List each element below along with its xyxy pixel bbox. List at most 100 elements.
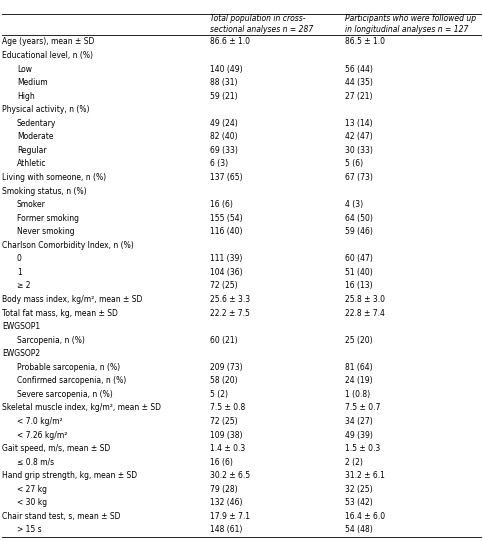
Text: 137 (65): 137 (65) — [210, 173, 243, 182]
Text: Sedentary: Sedentary — [17, 119, 57, 128]
Text: 2 (2): 2 (2) — [345, 458, 363, 467]
Text: Age (years), mean ± SD: Age (years), mean ± SD — [2, 37, 95, 47]
Text: 1.5 ± 0.3: 1.5 ± 0.3 — [345, 444, 381, 453]
Text: 7.5 ± 0.7: 7.5 ± 0.7 — [345, 404, 381, 412]
Text: 30.2 ± 6.5: 30.2 ± 6.5 — [210, 471, 250, 480]
Text: Participants who were followed up
in longitudinal analyses n = 127: Participants who were followed up in lon… — [345, 14, 476, 35]
Text: 56 (44): 56 (44) — [345, 64, 373, 74]
Text: 30 (33): 30 (33) — [345, 146, 373, 155]
Text: 32 (25): 32 (25) — [345, 485, 373, 494]
Text: High: High — [17, 91, 35, 101]
Text: 24 (19): 24 (19) — [345, 377, 373, 385]
Text: 81 (64): 81 (64) — [345, 363, 373, 372]
Text: 64 (50): 64 (50) — [345, 214, 373, 223]
Text: 59 (21): 59 (21) — [210, 91, 238, 101]
Text: Former smoking: Former smoking — [17, 214, 79, 223]
Text: Regular: Regular — [17, 146, 46, 155]
Text: 104 (36): 104 (36) — [210, 268, 243, 277]
Text: 27 (21): 27 (21) — [345, 91, 373, 101]
Text: 1 (0.8): 1 (0.8) — [345, 390, 370, 399]
Text: 69 (33): 69 (33) — [210, 146, 238, 155]
Text: 5 (6): 5 (6) — [345, 160, 364, 168]
Text: 116 (40): 116 (40) — [210, 227, 242, 236]
Text: EWGSOP2: EWGSOP2 — [2, 349, 41, 358]
Text: Medium: Medium — [17, 78, 47, 87]
Text: 60 (21): 60 (21) — [210, 335, 238, 345]
Text: 82 (40): 82 (40) — [210, 133, 238, 141]
Text: Living with someone, n (%): Living with someone, n (%) — [2, 173, 107, 182]
Text: < 27 kg: < 27 kg — [17, 485, 47, 494]
Text: 148 (61): 148 (61) — [210, 525, 242, 535]
Text: 5 (2): 5 (2) — [210, 390, 228, 399]
Text: 17.9 ± 7.1: 17.9 ± 7.1 — [210, 512, 250, 521]
Text: 58 (20): 58 (20) — [210, 377, 238, 385]
Text: 4 (3): 4 (3) — [345, 200, 364, 209]
Text: Total fat mass, kg, mean ± SD: Total fat mass, kg, mean ± SD — [2, 308, 118, 318]
Text: < 30 kg: < 30 kg — [17, 498, 47, 507]
Text: 16 (6): 16 (6) — [210, 200, 233, 209]
Text: 16 (13): 16 (13) — [345, 281, 373, 291]
Text: 49 (24): 49 (24) — [210, 119, 238, 128]
Text: 54 (48): 54 (48) — [345, 525, 373, 535]
Text: Sarcopenia, n (%): Sarcopenia, n (%) — [17, 335, 85, 345]
Text: Confirmed sarcopenia, n (%): Confirmed sarcopenia, n (%) — [17, 377, 126, 385]
Text: EWGSOP1: EWGSOP1 — [2, 322, 41, 331]
Text: < 7.0 kg/m²: < 7.0 kg/m² — [17, 417, 62, 426]
Text: 79 (28): 79 (28) — [210, 485, 238, 494]
Text: 25 (20): 25 (20) — [345, 335, 373, 345]
Text: Smoking status, n (%): Smoking status, n (%) — [2, 187, 87, 195]
Text: 1.4 ± 0.3: 1.4 ± 0.3 — [210, 444, 245, 453]
Text: Hand grip strength, kg, mean ± SD: Hand grip strength, kg, mean ± SD — [2, 471, 138, 480]
Text: 49 (39): 49 (39) — [345, 431, 373, 439]
Text: Charlson Comorbidity Index, n (%): Charlson Comorbidity Index, n (%) — [2, 241, 134, 250]
Text: 67 (73): 67 (73) — [345, 173, 373, 182]
Text: Low: Low — [17, 64, 32, 74]
Text: 31.2 ± 6.1: 31.2 ± 6.1 — [345, 471, 385, 480]
Text: Educational level, n (%): Educational level, n (%) — [2, 51, 93, 60]
Text: 140 (49): 140 (49) — [210, 64, 243, 74]
Text: Moderate: Moderate — [17, 133, 54, 141]
Text: 25.6 ± 3.3: 25.6 ± 3.3 — [210, 295, 250, 304]
Text: 86.6 ± 1.0: 86.6 ± 1.0 — [210, 37, 250, 47]
Text: 132 (46): 132 (46) — [210, 498, 242, 507]
Text: 59 (46): 59 (46) — [345, 227, 373, 236]
Text: 51 (40): 51 (40) — [345, 268, 373, 277]
Text: 6 (3): 6 (3) — [210, 160, 228, 168]
Text: 7.5 ± 0.8: 7.5 ± 0.8 — [210, 404, 245, 412]
Text: ≤ 0.8 m/s: ≤ 0.8 m/s — [17, 458, 54, 467]
Text: Smoker: Smoker — [17, 200, 46, 209]
Text: Chair stand test, s, mean ± SD: Chair stand test, s, mean ± SD — [2, 512, 121, 521]
Text: 34 (27): 34 (27) — [345, 417, 373, 426]
Text: Total population in cross-
sectional analyses n = 287: Total population in cross- sectional ana… — [210, 14, 313, 35]
Text: 53 (42): 53 (42) — [345, 498, 373, 507]
Text: Skeletal muscle index, kg/m², mean ± SD: Skeletal muscle index, kg/m², mean ± SD — [2, 404, 161, 412]
Text: 22.2 ± 7.5: 22.2 ± 7.5 — [210, 308, 250, 318]
Text: 42 (47): 42 (47) — [345, 133, 373, 141]
Text: Gait speed, m/s, mean ± SD: Gait speed, m/s, mean ± SD — [2, 444, 111, 453]
Text: 1: 1 — [17, 268, 22, 277]
Text: Physical activity, n (%): Physical activity, n (%) — [2, 105, 90, 114]
Text: 22.8 ± 7.4: 22.8 ± 7.4 — [345, 308, 385, 318]
Text: 109 (38): 109 (38) — [210, 431, 242, 439]
Text: 209 (73): 209 (73) — [210, 363, 243, 372]
Text: 16 (6): 16 (6) — [210, 458, 233, 467]
Text: 16.4 ± 6.0: 16.4 ± 6.0 — [345, 512, 385, 521]
Text: 72 (25): 72 (25) — [210, 417, 238, 426]
Text: Athletic: Athletic — [17, 160, 46, 168]
Text: > 15 s: > 15 s — [17, 525, 42, 535]
Text: Severe sarcopenia, n (%): Severe sarcopenia, n (%) — [17, 390, 113, 399]
Text: 25.8 ± 3.0: 25.8 ± 3.0 — [345, 295, 385, 304]
Text: 155 (54): 155 (54) — [210, 214, 243, 223]
Text: 111 (39): 111 (39) — [210, 254, 242, 263]
Text: Probable sarcopenia, n (%): Probable sarcopenia, n (%) — [17, 363, 120, 372]
Text: Never smoking: Never smoking — [17, 227, 74, 236]
Text: 0: 0 — [17, 254, 22, 263]
Text: 60 (47): 60 (47) — [345, 254, 373, 263]
Text: 13 (14): 13 (14) — [345, 119, 373, 128]
Text: ≥ 2: ≥ 2 — [17, 281, 30, 291]
Text: 44 (35): 44 (35) — [345, 78, 373, 87]
Text: Body mass index, kg/m², mean ± SD: Body mass index, kg/m², mean ± SD — [2, 295, 143, 304]
Text: 86.5 ± 1.0: 86.5 ± 1.0 — [345, 37, 385, 47]
Text: 72 (25): 72 (25) — [210, 281, 238, 291]
Text: 88 (31): 88 (31) — [210, 78, 238, 87]
